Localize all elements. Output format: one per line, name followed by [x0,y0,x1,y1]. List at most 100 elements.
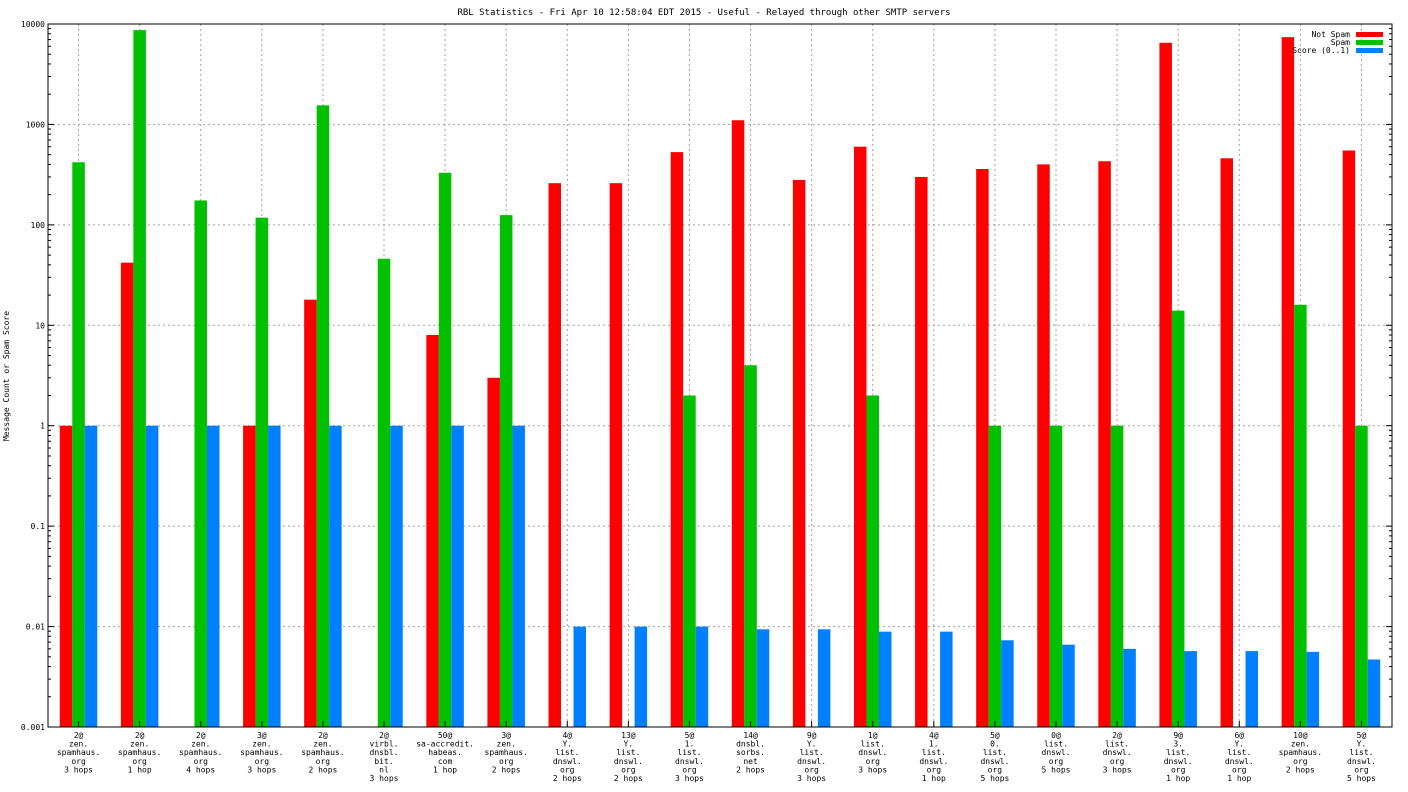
x-category-label: dnswl. [1347,757,1376,766]
x-category-label: org [866,757,881,766]
bar-score-0-1 [145,425,159,727]
x-category-label: dnswl. [980,757,1009,766]
y-tick-label: 1 [40,422,45,431]
x-category-label: 2@ [74,731,84,740]
bar-score-0-1 [573,626,587,727]
bar-not-spam [1098,161,1111,728]
bar-score-0-1 [756,629,770,727]
x-category-label: org [927,765,942,774]
bar-score-0-1 [817,629,831,727]
bar-not-spam [1037,164,1050,727]
bar-spam [1294,304,1307,727]
x-category-label: org [560,765,575,774]
x-category-label: dnswl. [858,748,887,757]
x-category-label: list. [555,748,579,757]
bar-spam [438,172,452,727]
x-category-label: spamhaus. [485,748,528,757]
bar-score-0-1 [1184,651,1197,727]
x-category-label: Y. [1357,740,1367,749]
x-category-label: zen. [130,740,149,749]
bar-spam [1110,425,1124,727]
bar-not-spam [915,176,928,727]
x-category-label: 3@ [501,731,511,740]
bar-spam [1355,425,1368,727]
bar-score-0-1 [878,631,892,727]
bar-score-0-1 [206,425,220,727]
bar-spam [72,162,85,727]
x-category-label: 2@ [379,731,389,740]
x-category-label: 2 hops [736,765,765,774]
x-category-label: 5 hops [980,774,1009,783]
bar-spam [683,395,696,727]
x-category-label: 0. [990,740,1000,749]
x-category-label: 4@ [929,731,939,740]
x-category-label: 3. [1173,740,1183,749]
x-category-label: 3@ [257,731,267,740]
x-category-label: 3 hops [1103,765,1132,774]
x-category-label: sorbs. [736,748,765,757]
x-category-label: org [499,757,514,766]
bar-not-spam [1281,37,1295,727]
bar-not-spam [487,377,500,727]
x-category-label: dnswl. [1042,748,1071,757]
bar-not-spam [853,146,867,727]
x-category-label: 5@ [990,731,1000,740]
x-category-label: Y. [624,740,634,749]
legend-label: Spam [1331,38,1350,47]
bar-score-0-1 [695,626,709,727]
y-tick-label: 1000 [26,120,45,129]
bar-spam [744,365,757,727]
x-category-label: Y. [1234,740,1244,749]
x-category-label: org [988,765,1003,774]
bar-score-0-1 [1001,640,1014,727]
bar-not-spam [1342,150,1356,727]
x-category-label: dnswl. [797,757,826,766]
x-category-label: list. [616,748,640,757]
x-category-label: spamhaus. [57,748,100,757]
x-category-label: org [1232,765,1247,774]
x-category-label: 2@ [318,731,328,740]
bar-score-0-1 [1306,651,1320,727]
x-category-label: 3 hops [797,774,826,783]
bar-not-spam [304,299,317,727]
bar-score-0-1 [451,425,464,727]
x-category-label: list. [677,748,701,757]
x-category-label: 1 hop [1166,774,1190,783]
x-category-label: 3 hops [370,774,399,783]
x-category-label: dnswl. [1103,748,1132,757]
bar-spam [499,215,513,727]
x-category-label: 1. [929,740,939,749]
bar-not-spam [59,425,73,727]
bar-not-spam [426,335,439,727]
x-category-label: spamhaus. [301,748,344,757]
x-category-label: 5@ [685,731,695,740]
x-category-label: zen. [497,740,516,749]
x-category-label: org [132,757,147,766]
x-category-label: org [1049,757,1064,766]
legend-swatch [1356,32,1383,37]
x-category-label: 4 hops [186,765,215,774]
x-category-label: 3 hops [247,765,276,774]
bar-not-spam [731,120,745,727]
bar-score-0-1 [1245,651,1259,727]
x-category-label: 50@ [438,731,453,740]
x-category-label: 1@ [868,731,878,740]
x-category-label: spamhaus. [1279,748,1322,757]
bar-score-0-1 [329,425,342,727]
x-category-label: com [438,757,453,766]
legend-label: Not Spam [1311,30,1350,39]
bar-not-spam [976,168,989,728]
x-category-label: dnsbl. [370,748,399,757]
x-category-label: org [316,757,331,766]
x-category-label: list. [1349,748,1373,757]
x-category-label: list. [922,748,946,757]
x-category-label: 2@ [1112,731,1122,740]
x-category-label: org [1293,757,1308,766]
bar-score-0-1 [1062,644,1075,727]
y-tick-label: 0.01 [26,623,45,632]
legend-swatch [1356,48,1383,53]
x-category-label: bit. [374,757,393,766]
x-category-label: dnswl. [919,757,948,766]
